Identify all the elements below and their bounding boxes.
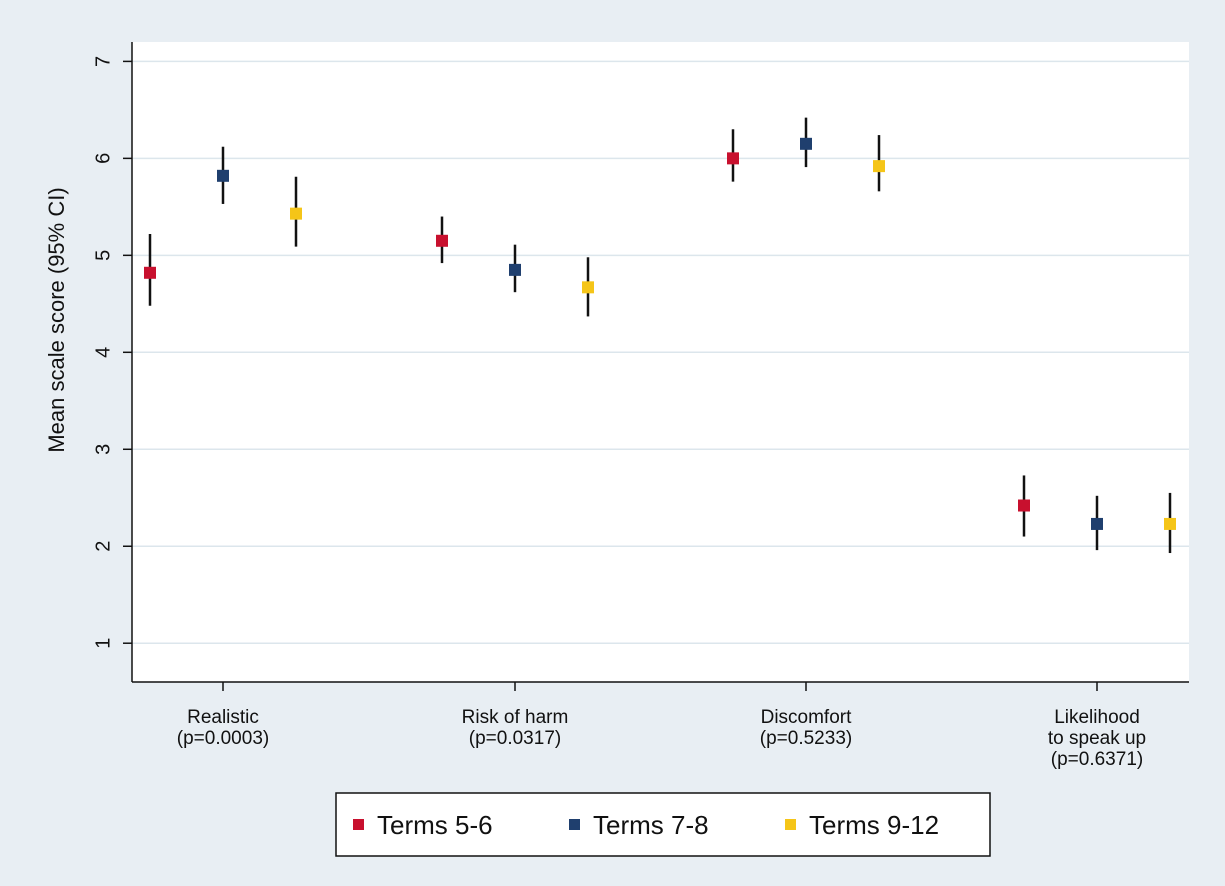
data-point: [800, 137, 812, 150]
y-tick-label: 2: [92, 541, 114, 552]
data-point: [290, 207, 302, 220]
legend-label: Terms 5-6: [377, 810, 493, 840]
x-category-label: (p=0.6371): [1051, 749, 1143, 770]
y-tick-label: 6: [92, 153, 114, 164]
x-category-label: Discomfort: [761, 707, 853, 728]
x-category-label: (p=0.0003): [177, 728, 269, 749]
legend-marker: [353, 819, 364, 830]
data-point: [436, 234, 448, 247]
data-marks: [144, 117, 1176, 554]
data-point: [582, 281, 594, 294]
data-point: [1164, 517, 1176, 530]
legend-marker: [785, 819, 796, 830]
y-tick-label: 4: [92, 347, 114, 358]
x-category-label: to speak up: [1048, 728, 1146, 749]
legend-marker: [569, 819, 580, 830]
data-point: [727, 152, 739, 165]
gridlines: [132, 60, 1189, 644]
x-category-label: Risk of harm: [462, 707, 569, 728]
data-point: [144, 266, 156, 279]
legend-label: Terms 9-12: [809, 810, 939, 840]
data-point: [509, 263, 521, 276]
data-point: [873, 160, 885, 173]
x-category-label: Realistic: [187, 707, 259, 728]
y-tick-label: 3: [92, 444, 114, 455]
data-point: [1091, 517, 1103, 530]
y-tick-label: 5: [92, 250, 114, 261]
y-tick-label: 1: [92, 638, 114, 649]
y-axis-title: Mean scale score (95% CI): [44, 187, 69, 452]
legend-box: [335, 792, 991, 857]
legend: Terms 5-6 Terms 7-8 Terms 9-12: [353, 810, 939, 840]
data-point: [217, 169, 229, 182]
legend-label: Terms 7-8: [593, 810, 709, 840]
y-tick-label: 7: [92, 56, 114, 67]
x-category-label: (p=0.0317): [469, 728, 561, 749]
plot-area: [132, 42, 1189, 682]
x-category-label: (p=0.5233): [760, 728, 852, 749]
data-point: [1018, 499, 1030, 512]
x-category-label: Likelihood: [1054, 707, 1140, 728]
